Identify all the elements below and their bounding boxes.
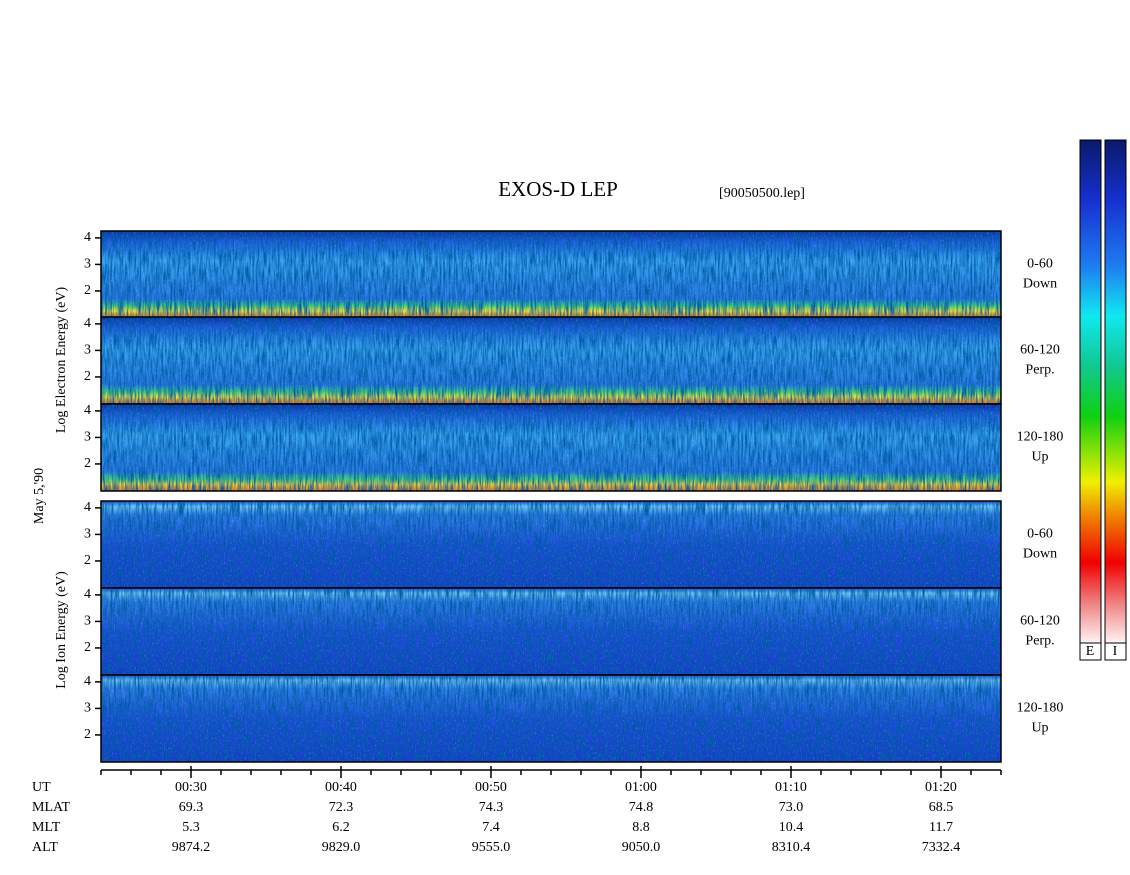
orbit-row-label: MLT [32,820,61,835]
panel-label: 0-60 [1027,257,1053,272]
orbit-value: 8310.4 [772,840,811,855]
y-tick-label: 4 [84,403,91,418]
panel-frame [100,674,1002,763]
orbit-value: 69.3 [179,800,204,815]
orbit-value: 9874.2 [172,840,211,855]
x-tick-label: 00:50 [475,780,507,795]
panel-label: Up [1031,721,1048,736]
spectrogram-texture [101,231,1001,318]
y-tick-label: 4 [84,500,91,515]
y-tick-label: 2 [84,283,91,298]
y-tick-label: 3 [84,701,91,716]
orbit-value: 9829.0 [322,840,361,855]
y-tick-label: 3 [84,527,91,542]
orbit-row-label: MLAT [32,800,71,815]
date-label: May 5,'90 [32,468,47,524]
orbit-value: 10.4 [779,820,804,835]
y-tick-label: 4 [84,316,91,331]
x-tick-label: 00:40 [325,780,357,795]
y-tick-label: 2 [84,553,91,568]
panel-label: 0-60 [1027,527,1053,542]
spectrogram-texture [101,675,1001,762]
orbit-value: 7332.4 [922,840,961,855]
orbit-row-label: ALT [32,840,58,855]
panel-label: Perp. [1025,634,1054,649]
spectrogram-texture [101,404,1001,491]
y-tick-label: 3 [84,257,91,272]
orbit-value: 5.3 [182,820,200,835]
orbit-value: 68.5 [929,800,954,815]
colorbar-label: E [1086,644,1095,659]
y-tick-label: 3 [84,430,91,445]
spectrogram-texture [101,317,1001,404]
ion-axis-label: Log Ion Energy (eV) [54,571,69,689]
orbit-value: 6.2 [332,820,350,835]
y-tick-label: 2 [84,640,91,655]
y-tick-label: 2 [84,727,91,742]
colorbar [1104,139,1127,644]
orbit-value: 8.8 [632,820,650,835]
panel-label: Perp. [1025,363,1054,378]
panel-label: Down [1023,547,1057,562]
y-tick-label: 3 [84,343,91,358]
orbit-value: 9555.0 [472,840,511,855]
orbit-value: 74.8 [629,800,654,815]
y-tick-label: 2 [84,456,91,471]
x-tick-label: 01:20 [925,780,957,795]
panel-label: 60-120 [1020,343,1060,358]
file-name: [90050500.lep] [719,186,805,201]
orbit-value: 72.3 [329,800,354,815]
panel-label: 120-180 [1017,701,1064,716]
y-tick-label: 3 [84,614,91,629]
orbit-value: 74.3 [479,800,504,815]
y-tick-label: 4 [84,674,91,689]
colorbar-label: I [1113,644,1118,659]
spectrogram-texture [101,588,1001,675]
x-tick-label: 01:10 [775,780,807,795]
panel-label: 60-120 [1020,614,1060,629]
panel-label: Up [1031,450,1048,465]
y-tick-label: 4 [84,230,91,245]
spectrogram-texture [101,501,1001,588]
orbit-value: 73.0 [779,800,804,815]
orbit-value: 7.4 [482,820,500,835]
colorbar-label-box [1104,642,1127,661]
chart-title: EXOS-D LEP [498,177,618,201]
orbit-value: 11.7 [929,820,953,835]
y-tick-label: 2 [84,369,91,384]
orbit-row-label: UT [32,780,51,795]
colorbar [1079,139,1102,644]
panel-frame [100,403,1002,492]
orbit-value: 9050.0 [622,840,661,855]
electron-axis-label: Log Electron Energy (eV) [54,287,69,434]
x-tick-label: 01:00 [625,780,657,795]
panel-label: 120-180 [1017,430,1064,445]
panel-label: Down [1023,277,1057,292]
y-tick-label: 4 [84,587,91,602]
colorbar-label-box [1079,642,1102,661]
x-tick-label: 00:30 [175,780,207,795]
